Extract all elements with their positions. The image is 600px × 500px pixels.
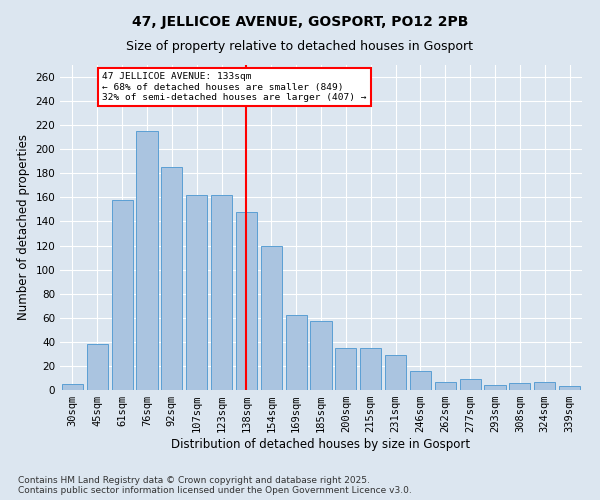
Bar bbox=[62, 384, 83, 390]
Bar bbox=[335, 348, 356, 390]
Bar bbox=[286, 316, 307, 390]
Bar bbox=[509, 383, 530, 390]
Text: 47, JELLICOE AVENUE, GOSPORT, PO12 2PB: 47, JELLICOE AVENUE, GOSPORT, PO12 2PB bbox=[132, 15, 468, 29]
Bar bbox=[161, 168, 182, 390]
Bar bbox=[460, 379, 481, 390]
Bar bbox=[534, 382, 555, 390]
Text: Size of property relative to detached houses in Gosport: Size of property relative to detached ho… bbox=[127, 40, 473, 53]
Bar bbox=[360, 348, 381, 390]
Bar bbox=[261, 246, 282, 390]
Bar bbox=[236, 212, 257, 390]
Bar bbox=[385, 355, 406, 390]
Bar bbox=[484, 385, 506, 390]
Text: 47 JELLICOE AVENUE: 133sqm
← 68% of detached houses are smaller (849)
32% of sem: 47 JELLICOE AVENUE: 133sqm ← 68% of deta… bbox=[102, 72, 367, 102]
Bar bbox=[435, 382, 456, 390]
Y-axis label: Number of detached properties: Number of detached properties bbox=[17, 134, 30, 320]
Bar bbox=[87, 344, 108, 390]
Text: Contains HM Land Registry data © Crown copyright and database right 2025.
Contai: Contains HM Land Registry data © Crown c… bbox=[18, 476, 412, 495]
Bar bbox=[410, 370, 431, 390]
X-axis label: Distribution of detached houses by size in Gosport: Distribution of detached houses by size … bbox=[172, 438, 470, 451]
Bar bbox=[186, 195, 207, 390]
Bar bbox=[559, 386, 580, 390]
Bar bbox=[112, 200, 133, 390]
Bar bbox=[211, 195, 232, 390]
Bar bbox=[310, 322, 332, 390]
Bar bbox=[136, 131, 158, 390]
